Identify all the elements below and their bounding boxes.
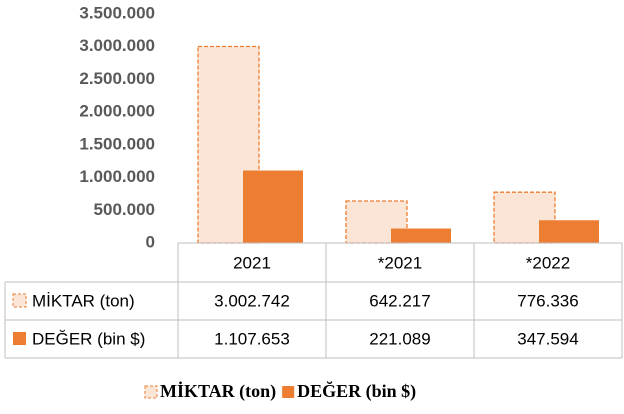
- legend-label: MİKTAR (ton): [32, 291, 135, 310]
- x-tick-label: *2022: [526, 253, 570, 272]
- y-tick-label: 3.000.000: [79, 36, 155, 55]
- y-tick-label: 2.500.000: [79, 69, 155, 88]
- data-label: 642.217: [369, 291, 430, 310]
- data-label: 3.002.742: [214, 291, 290, 310]
- y-tick-label: 1.000.000: [79, 167, 155, 186]
- legend-key: [13, 332, 26, 345]
- y-tick-label: 1.500.000: [79, 134, 155, 153]
- y-tick-label: 3.500.000: [79, 3, 155, 22]
- legend-label: MİKTAR (ton): [160, 381, 276, 402]
- data-label: 776.336: [517, 291, 578, 310]
- legend-key: [144, 385, 158, 399]
- bar: [539, 220, 599, 243]
- data-label: 1.107.653: [214, 329, 290, 348]
- legend-label: DEĞER (bin $): [297, 380, 416, 402]
- data-label: 347.594: [517, 329, 578, 348]
- y-tick-label: 0: [146, 232, 155, 251]
- data-label: 221.089: [369, 329, 430, 348]
- x-tick-label: *2021: [378, 253, 422, 272]
- y-tick-label: 500.000: [94, 200, 155, 219]
- legend-key: [12, 293, 27, 308]
- y-tick-label: 2.000.000: [79, 102, 155, 121]
- bar: [243, 170, 303, 243]
- legend-key: [282, 386, 295, 398]
- bar: [391, 228, 451, 243]
- x-tick-label: 2021: [233, 253, 271, 272]
- legend-label: DEĞER (bin $): [32, 329, 145, 348]
